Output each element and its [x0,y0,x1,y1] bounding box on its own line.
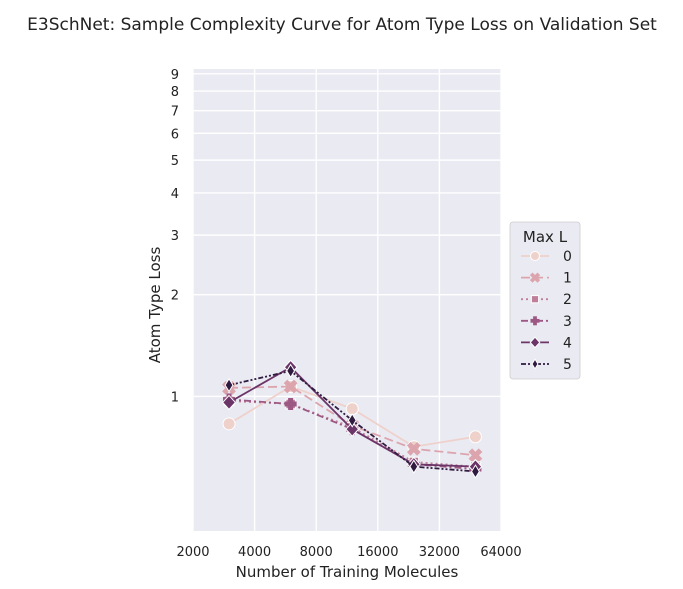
series-5 [224,363,480,479]
y-tick-label: 8 [171,85,179,100]
x-tick-label: 8000 [300,545,333,560]
legend: Max L 0 1 2 3 4 5 [509,221,581,380]
x-tick-label: 2000 [176,545,209,560]
series-layer [222,359,483,479]
x-tick-label: 64000 [480,545,521,560]
legend-box [509,221,581,380]
x-axis-label: Number of Training Molecules [236,563,459,581]
x-tick-label: 4000 [238,545,271,560]
grid [192,69,502,531]
y-tick-label: 2 [171,289,179,304]
legend-label: 0 [563,249,572,265]
data-point-1 [283,379,298,394]
data-point-0 [345,402,359,416]
legend-label: 5 [563,357,572,373]
legend-item-4: 4 [521,335,572,351]
data-point-5 [224,377,234,393]
chart-title: E3SchNet: Sample Complexity Curve for At… [27,15,657,35]
data-point-5 [470,464,480,479]
data-point-5 [409,459,419,474]
legend-item-3: 3 [521,314,572,330]
y-tick-label: 1 [171,390,179,405]
y-tick-label: 4 [171,187,179,202]
y-tick-label: 5 [171,154,179,169]
data-point-1 [468,448,483,463]
legend-marker [530,295,540,304]
data-point-0 [468,430,482,444]
legend-item-0: 0 [521,249,572,265]
legend-label: 2 [563,292,572,308]
x-tick-label: 32000 [419,545,460,560]
legend-marker [529,336,541,349]
legend-marker [530,316,540,326]
data-point-4 [222,394,237,411]
legend-title: Max L [523,228,568,246]
y-tick-labels: 1 2 3 4 5 6 7 8 9 [171,68,179,406]
y-tick-label: 7 [171,105,179,120]
plot-area [193,69,501,531]
legend-item-1: 1 [521,271,572,287]
y-tick-label: 6 [171,127,179,142]
data-point-5 [286,363,296,379]
data-point-5 [347,413,357,428]
y-axis-label: Atom Type Loss [146,247,164,364]
legend-label: 3 [563,314,572,330]
y-tick-label: 9 [171,68,179,83]
data-point-0 [222,417,236,431]
data-point-3 [284,397,297,410]
legend-items: 0 1 2 3 4 5 [521,249,572,373]
x-tick-label: 16000 [357,545,398,560]
legend-marker [531,358,539,370]
y-tick-label: 3 [171,229,179,244]
legend-item-5: 5 [521,357,572,373]
legend-marker [530,251,540,261]
legend-label: 4 [563,335,572,351]
legend-item-2: 2 [521,292,572,308]
data-point-1 [406,441,421,456]
x-tick-labels: 2000 4000 8000 16000 32000 64000 [176,545,521,560]
legend-label: 1 [563,271,572,287]
series-line-3 [228,398,476,470]
data-point-4 [345,421,360,437]
legend-marker [529,272,541,283]
